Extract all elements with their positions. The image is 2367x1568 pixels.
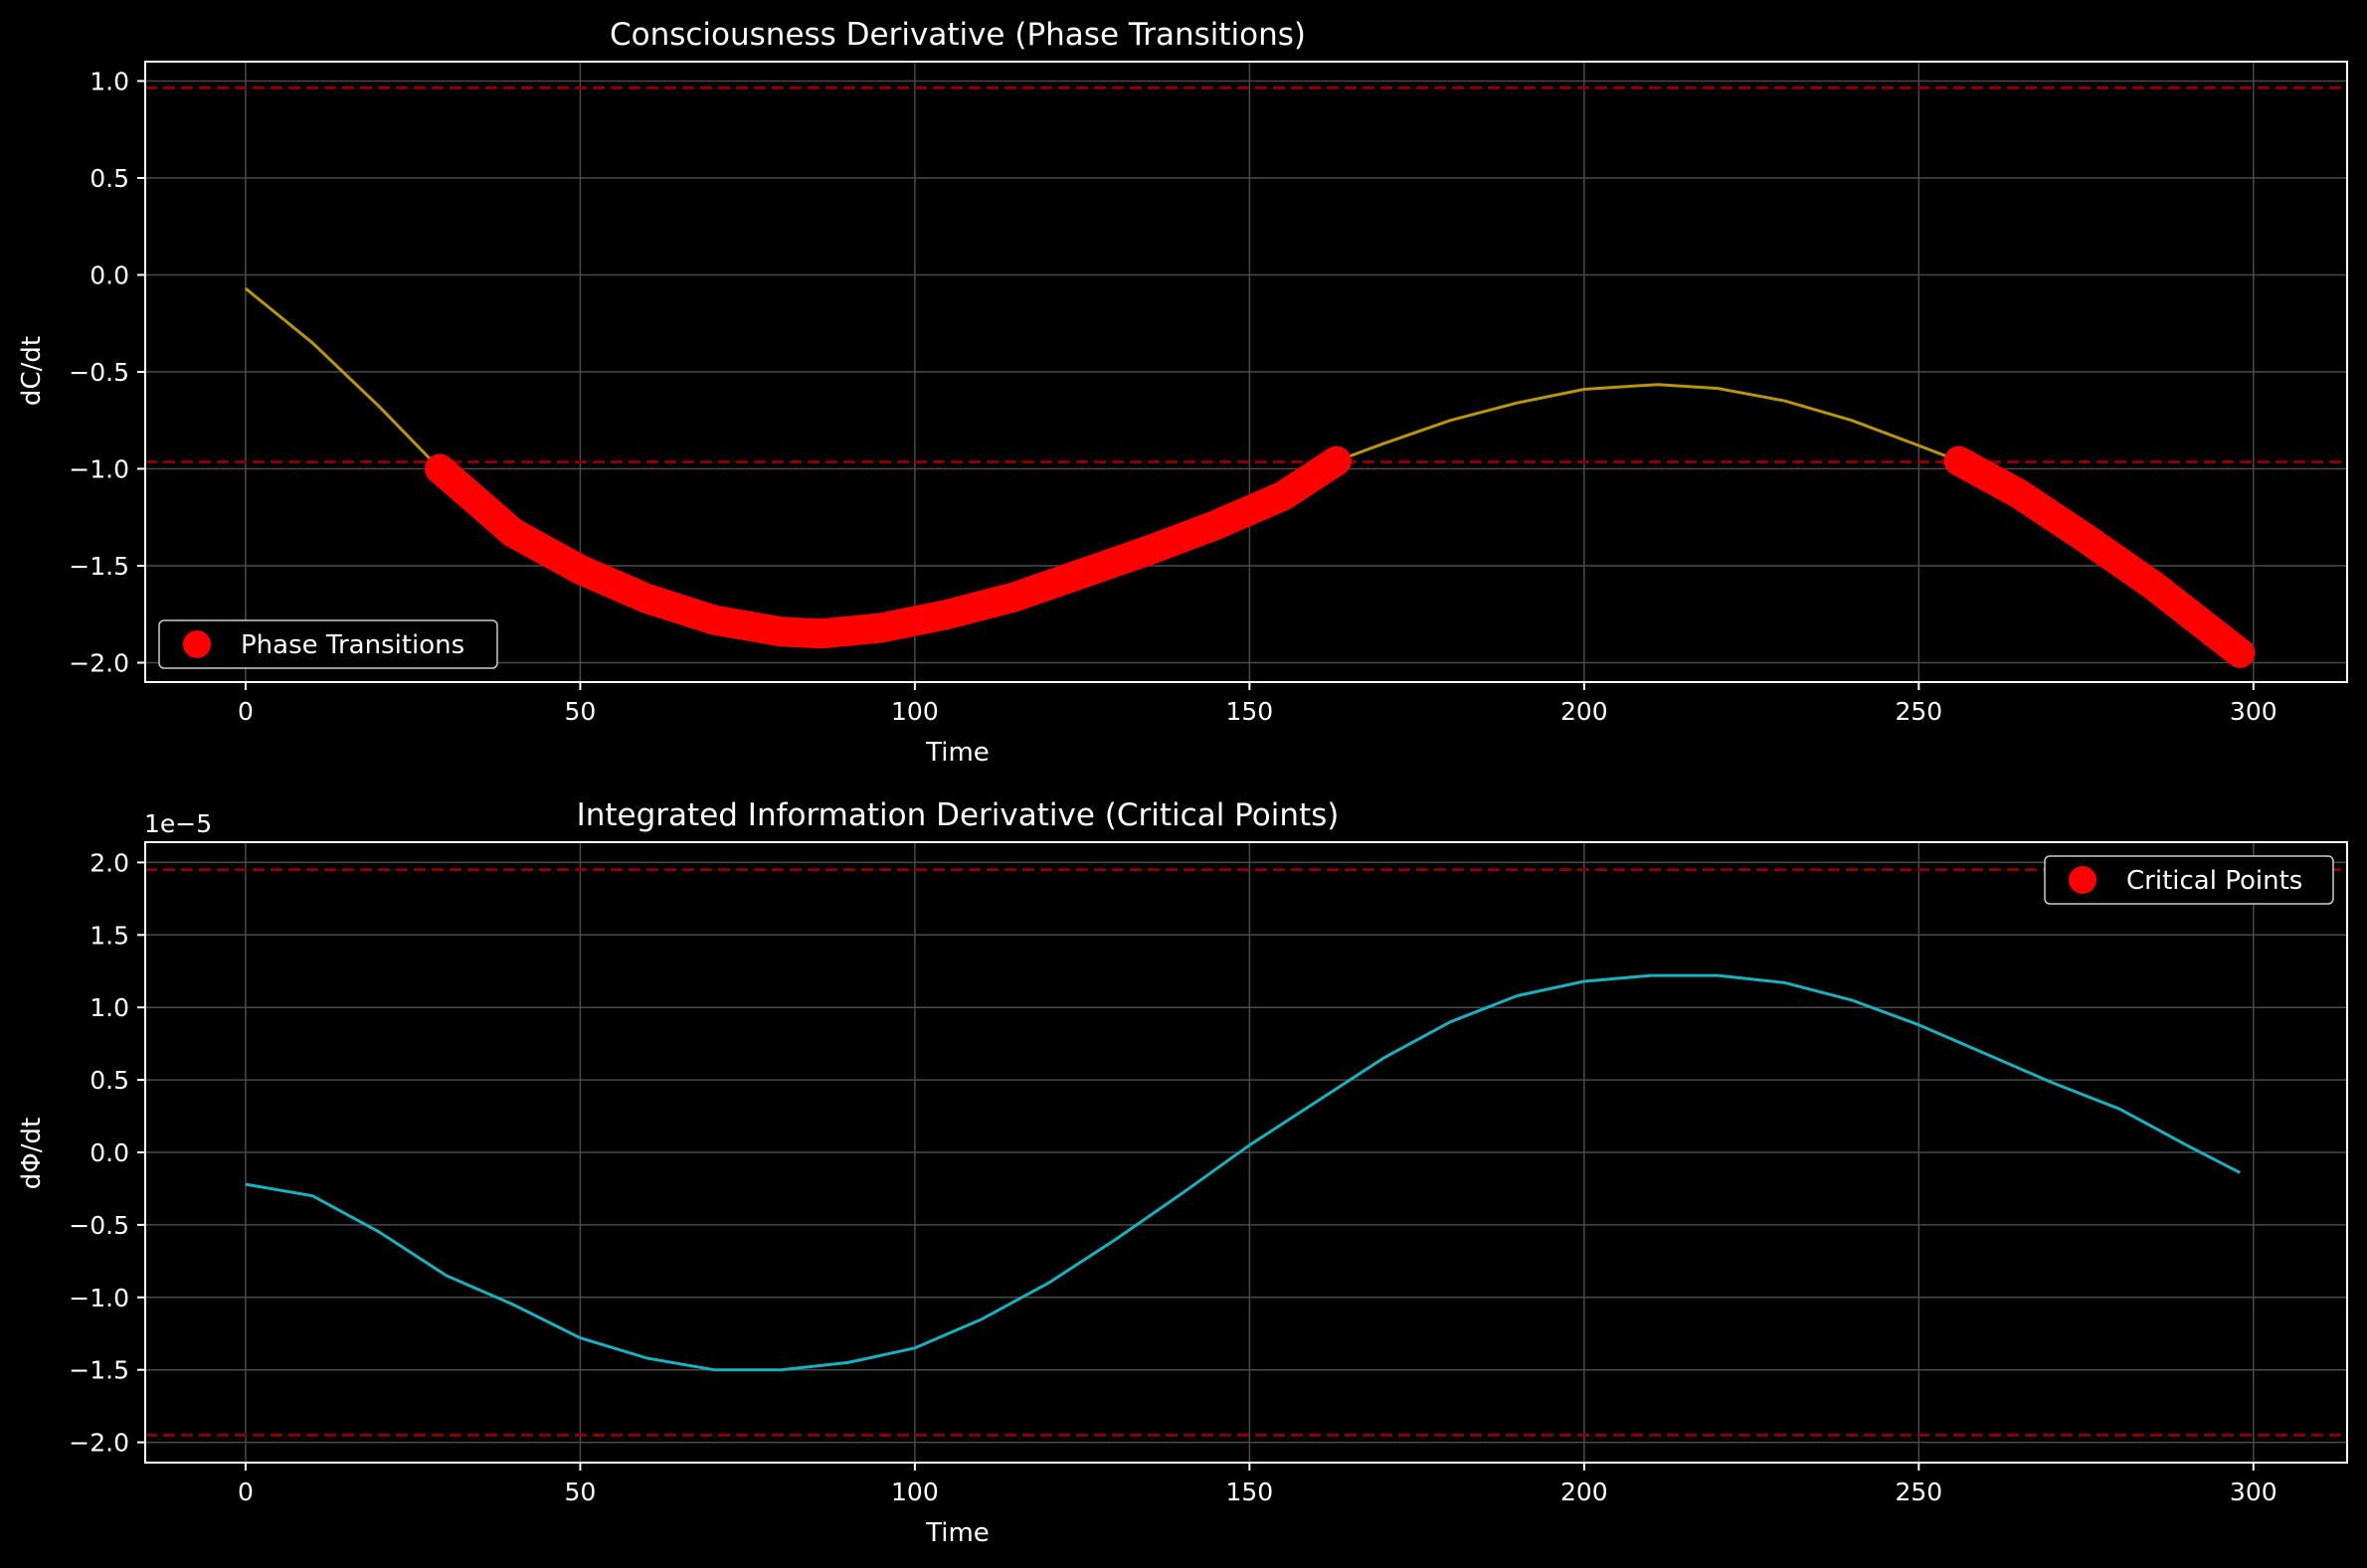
y-tick-label: 1.0 [90, 993, 129, 1022]
legend-box [158, 619, 498, 669]
consciousness-derivative-panel: Consciousness Derivative (Phase Transiti… [17, 17, 2348, 768]
x-tick-label: 50 [565, 1478, 597, 1506]
chart-title: Integrated Information Derivative (Criti… [577, 797, 1340, 833]
x-tick-label: 300 [2230, 1478, 2277, 1506]
x-tick-label: 0 [238, 697, 254, 726]
phase-transition-point [699, 605, 730, 635]
series-line [245, 973, 2241, 1372]
y-tick-label: −1.0 [69, 1284, 129, 1312]
legend-box [2044, 855, 2334, 905]
y-tick-label: −1.5 [69, 552, 129, 581]
x-tick-label: 50 [565, 697, 597, 726]
y-tick-label: −0.5 [69, 1211, 129, 1240]
x-tick-label: 250 [1895, 1478, 1942, 1506]
x-tick-label: 200 [1560, 1478, 1608, 1506]
x-axis-label: Time [925, 1518, 990, 1548]
chart-title: Consciousness Derivative (Phase Transiti… [610, 17, 1306, 53]
x-tick-label: 200 [1560, 697, 1608, 726]
y-tick-label: −2.0 [69, 1429, 129, 1458]
x-tick-label: 250 [1895, 697, 1942, 726]
y-axis-label: dΦ/dt [17, 1118, 47, 1189]
y-tick-label: −0.5 [69, 358, 129, 387]
x-tick-label: 0 [238, 1478, 254, 1506]
phase-transition-point [1000, 582, 1030, 612]
y-tick-label: 2.0 [90, 848, 129, 877]
y-tick-label: −1.5 [69, 1356, 129, 1385]
y-tick-label: 0.0 [90, 261, 129, 290]
y-tick-label: 0.5 [90, 164, 129, 193]
legend-marker [2069, 866, 2096, 894]
phase-transition-point [1067, 558, 1098, 589]
x-tick-label: 100 [891, 697, 939, 726]
legend-marker [183, 630, 211, 658]
phase-transition-point [1943, 445, 1974, 476]
x-axis-label: Time [925, 738, 990, 768]
phase-transition-point [2071, 523, 2101, 554]
phase-transition-markers [1943, 445, 2256, 668]
phase-transition-point [2225, 637, 2256, 668]
y-axis-label: dC/dt [17, 336, 47, 406]
y-tick-label: 1.0 [90, 68, 129, 96]
phase-transition-point [766, 616, 797, 647]
x-tick-label: 300 [2230, 697, 2277, 726]
phase-transition-point [2137, 570, 2168, 601]
series-line [244, 286, 2242, 654]
legend: Phase Transitions [158, 619, 498, 669]
legend: Critical Points [2044, 855, 2334, 905]
y-tick-label: 1.5 [90, 921, 129, 950]
integrated-information-panel: Integrated Information Derivative (Criti… [17, 797, 2348, 1548]
phase-transition-point [632, 584, 662, 614]
y-axis-offset-text: 1e−5 [144, 809, 212, 838]
phase-transition-point [1268, 480, 1299, 511]
y-tick-label: 0.5 [90, 1066, 129, 1095]
legend-label: Critical Points [2126, 866, 2302, 896]
x-tick-label: 150 [1226, 1478, 1274, 1506]
y-tick-label: −2.0 [69, 649, 129, 678]
phase-transition-point [2004, 478, 2035, 509]
legend-label: Phase Transitions [241, 630, 464, 660]
phase-transition-point [565, 554, 596, 585]
phase-transition-point [866, 612, 897, 643]
x-tick-label: 150 [1226, 697, 1274, 726]
phase-transition-point [425, 453, 455, 484]
phase-transition-point [1321, 445, 1352, 476]
x-tick-label: 100 [891, 1478, 939, 1506]
y-tick-label: −1.0 [69, 455, 129, 484]
y-tick-label: 0.0 [90, 1138, 129, 1167]
phase-transition-markers [425, 445, 1352, 649]
phase-transition-point [1200, 510, 1231, 541]
phase-transition-point [806, 618, 836, 649]
phase-transition-point [933, 599, 964, 629]
phase-transition-point [1134, 535, 1165, 566]
phase-transition-point [498, 517, 529, 548]
